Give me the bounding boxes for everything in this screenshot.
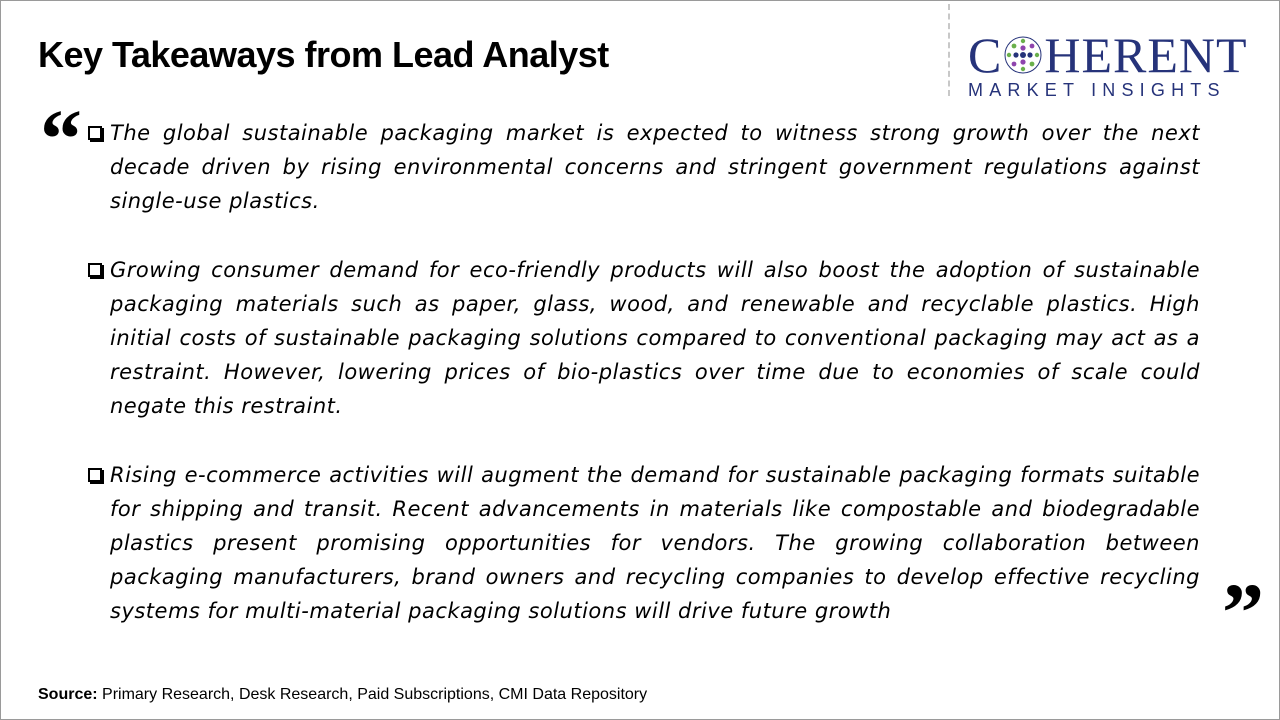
takeaway-item: Growing consumer demand for eco-friendly… [86, 253, 1200, 424]
logo-subtitle: MARKET INSIGHTS [968, 80, 1226, 100]
globe-icon [1004, 36, 1042, 74]
source-note: Source: Primary Research, Desk Research,… [38, 686, 647, 704]
source-text: Primary Research, Desk Research, Paid Su… [97, 686, 648, 703]
company-logo: C HERENT MARKET INSIGHTS [968, 30, 1260, 101]
takeaway-item: Rising e-commerce activities will augmen… [86, 458, 1200, 629]
takeaway-text: The global sustainable packaging market … [110, 121, 1200, 214]
header-divider [948, 4, 950, 96]
takeaway-item: The global sustainable packaging market … [86, 116, 1200, 219]
source-label: Source: [38, 686, 98, 703]
close-quote-icon: ” [1222, 567, 1264, 660]
page-title: Key Takeaways from Lead Analyst [38, 34, 609, 75]
takeaway-text: Growing consumer demand for eco-friendly… [110, 257, 1200, 419]
takeaway-text: Rising e-commerce activities will augmen… [110, 462, 1200, 624]
takeaway-list: The global sustainable packaging market … [86, 116, 1200, 663]
checkbox-bullet-icon [88, 262, 102, 277]
logo-wordmark: C HERENT [968, 30, 1260, 80]
open-quote-icon: “ [40, 93, 82, 186]
checkbox-bullet-icon [88, 467, 102, 482]
logo-letter-c: C [968, 27, 1003, 83]
checkbox-bullet-icon [88, 126, 102, 140]
logo-letters-herent: HERENT [1044, 27, 1248, 83]
